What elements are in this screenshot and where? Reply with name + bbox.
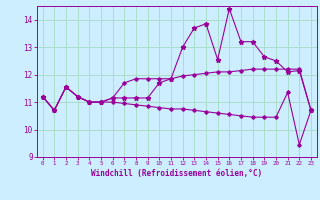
X-axis label: Windchill (Refroidissement éolien,°C): Windchill (Refroidissement éolien,°C)	[91, 169, 262, 178]
